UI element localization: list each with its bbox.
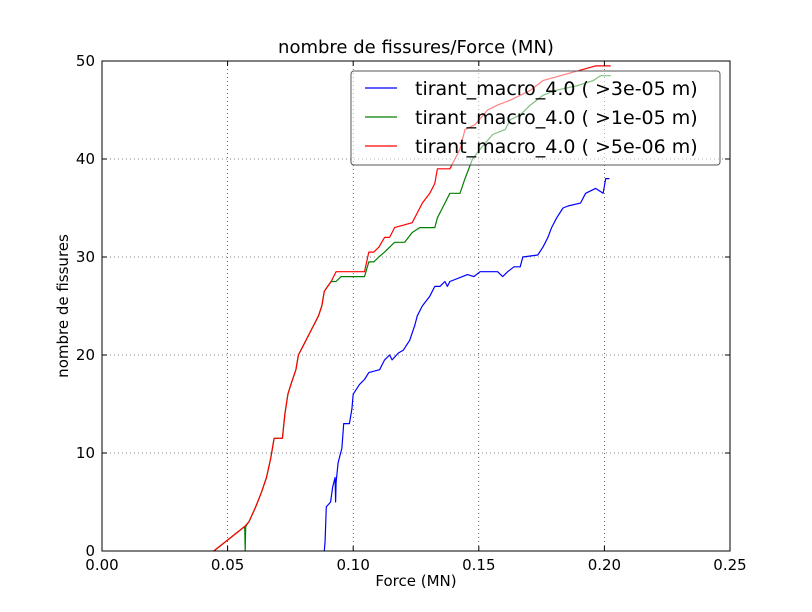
y-tick-label: 20 (76, 346, 95, 364)
series-line-1 (323, 178, 610, 552)
legend-entry: tirant_macro_4.0 ( >1e-05 m) (415, 107, 698, 129)
chart-title: nombre de fissures/Force (MN) (278, 37, 554, 58)
x-tick-label: 0.25 (713, 556, 746, 574)
legend-box (350, 70, 721, 166)
legend: tirant_macro_4.0 ( >3e-05 m) tirant_macro… (350, 70, 721, 166)
y-tick-label: 30 (76, 248, 95, 266)
y-tick-label: 40 (76, 150, 95, 168)
y-axis-label: nombre de fissures (54, 234, 72, 378)
y-tick-label: 50 (76, 52, 95, 70)
x-tick-label: 0.20 (588, 556, 621, 574)
legend-entry: tirant_macro_4.0 ( >5e-06 m) (415, 136, 698, 158)
x-axis-label: Force (MN) (375, 572, 456, 590)
y-tick-label: 0 (85, 542, 95, 560)
ticks: 0.00 0.05 0.10 0.15 0.20 0.25 0 10 20 30 40 50 (76, 52, 747, 574)
y-tick-label: 10 (76, 444, 95, 462)
x-tick-label: 0.15 (462, 556, 495, 574)
x-tick-label: 0.00 (85, 556, 118, 574)
x-tick-label: 0.05 (211, 556, 244, 574)
x-tick-label: 0.10 (336, 556, 369, 574)
legend-entry: tirant_macro_4.0 ( >3e-05 m) (415, 78, 698, 100)
plot-frame (101, 60, 731, 552)
